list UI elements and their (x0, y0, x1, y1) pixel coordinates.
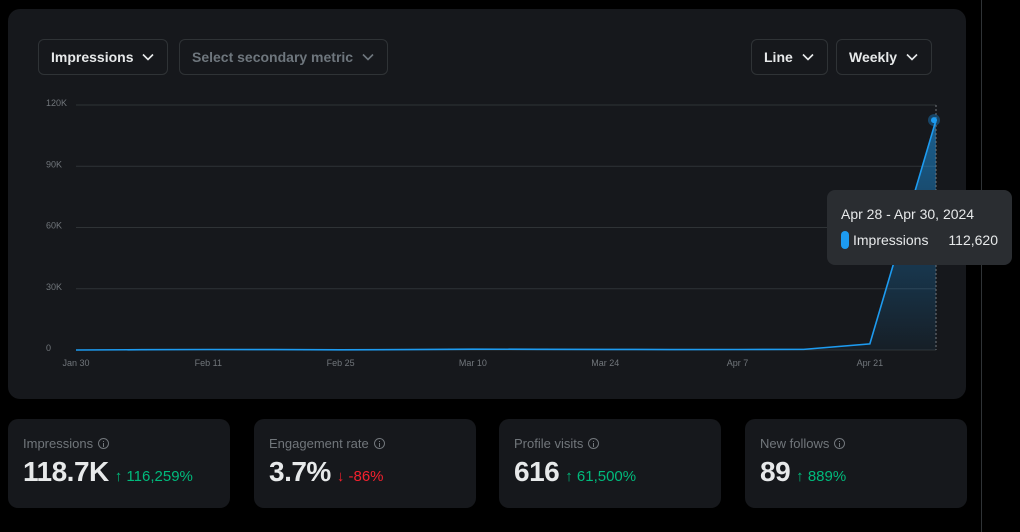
y-tick-label: 0 (46, 343, 51, 353)
x-tick-label: Mar 24 (591, 358, 619, 368)
x-tick-label: Apr 21 (857, 358, 884, 368)
chevron-down-icon (142, 53, 155, 61)
data-point-highlighted[interactable] (931, 117, 937, 124)
info-icon[interactable] (98, 438, 110, 449)
x-tick-label: Feb 25 (327, 358, 355, 368)
series-area-impressions (76, 120, 936, 350)
x-tick-label: Apr 7 (727, 358, 749, 368)
x-tick-label: Mar 10 (459, 358, 487, 368)
y-tick-label: 120K (46, 98, 67, 108)
series-line-impressions (75, 119, 937, 351)
card-label: Impressions (23, 436, 94, 451)
vertical-divider (981, 0, 982, 532)
info-icon[interactable] (373, 438, 385, 449)
tooltip-series-value: 112,620 (948, 232, 998, 248)
card-change: ↑ 116,259% (114, 468, 193, 485)
card-value: 118.7K (23, 456, 109, 487)
secondary-metric-dropdown[interactable]: Select secondary metric (179, 39, 389, 75)
engagement-rate-card[interactable]: Engagement rate 3.7% ↓ -86% (254, 419, 476, 508)
secondary-metric-label: Select secondary metric (192, 49, 354, 65)
card-label: Profile visits (514, 436, 584, 451)
tooltip-title: Apr 28 - Apr 30, 2024 (841, 206, 975, 222)
chart-type-dropdown[interactable]: Line (751, 39, 828, 75)
x-tick-label: Feb 11 (195, 358, 222, 368)
chevron-down-icon (362, 53, 374, 61)
new-follows-card[interactable]: New follows 89 ↑ 889% (745, 419, 967, 508)
card-label: New follows (760, 436, 830, 451)
x-tick-label: Jan 30 (62, 358, 89, 368)
card-label: Engagement rate (269, 436, 369, 451)
card-change: ↑ 61,500% (565, 468, 637, 485)
chart-panel: Impressions Select secondary metric Line… (8, 9, 966, 399)
y-tick-label: 60K (46, 221, 62, 231)
chevron-down-icon (906, 53, 918, 61)
card-value: 616 (514, 456, 560, 487)
y-tick-label: 90K (46, 159, 62, 169)
y-tick-label: 30K (46, 282, 62, 292)
impressions-line-chart: 120K 90K 60K 30K 0 Jan 30 Feb 11 Feb 25 Mar 10 M… (46, 98, 940, 368)
profile-visits-card[interactable]: Profile visits 616 ↑ 61,500% (499, 419, 721, 508)
interval-label: Weekly (849, 49, 897, 65)
primary-metric-dropdown[interactable]: Impressions (38, 39, 169, 75)
info-icon[interactable] (588, 438, 600, 449)
chart-tooltip: Apr 28 - Apr 30, 2024 Impressions 112,62… (827, 190, 1012, 265)
impressions-card[interactable]: Impressions 118.7K ↑ 116,259% (8, 419, 230, 508)
info-icon[interactable] (834, 438, 846, 449)
chevron-down-icon (802, 53, 814, 61)
primary-metric-label: Impressions (51, 49, 134, 65)
card-change: ↑ 889% (796, 468, 847, 485)
card-value: 89 (760, 456, 791, 487)
interval-dropdown[interactable]: Weekly (836, 39, 932, 75)
card-change: ↓ -86% (336, 468, 384, 485)
tooltip-series-name: Impressions (853, 232, 929, 248)
tooltip-series-swatch (841, 231, 849, 249)
card-value: 3.7% (269, 456, 331, 487)
chart-type-label: Line (764, 49, 793, 65)
